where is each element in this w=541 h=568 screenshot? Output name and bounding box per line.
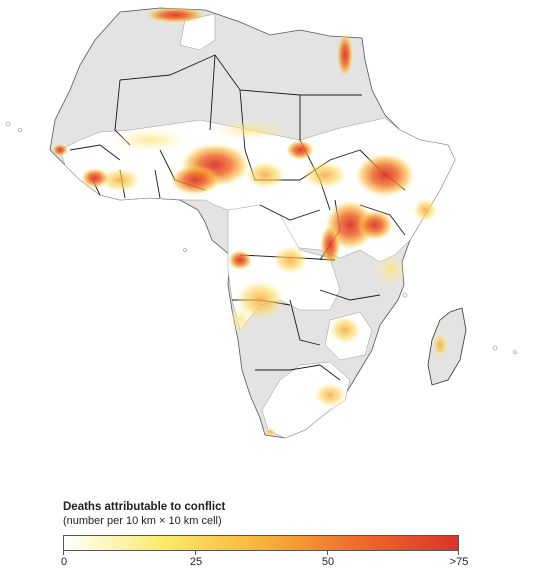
legend-color-bar (63, 535, 459, 551)
legend-label-25: 25 (189, 556, 203, 568)
legend-tick-0 (63, 551, 64, 555)
legend-tick-25 (195, 551, 196, 555)
legend-subtitle: (number per 10 km × 10 km cell) (63, 515, 222, 527)
legend-tick-75 (458, 551, 459, 555)
legend-tick-50 (327, 551, 328, 555)
small-islands (5, 121, 517, 354)
legend-title: Deaths attributable to conflict (63, 501, 226, 513)
conflict-hotspots (52, 7, 448, 436)
legend-label-75: >75 (449, 556, 469, 568)
legend-label-50: 50 (321, 556, 335, 568)
legend-label-0: 0 (60, 556, 68, 568)
